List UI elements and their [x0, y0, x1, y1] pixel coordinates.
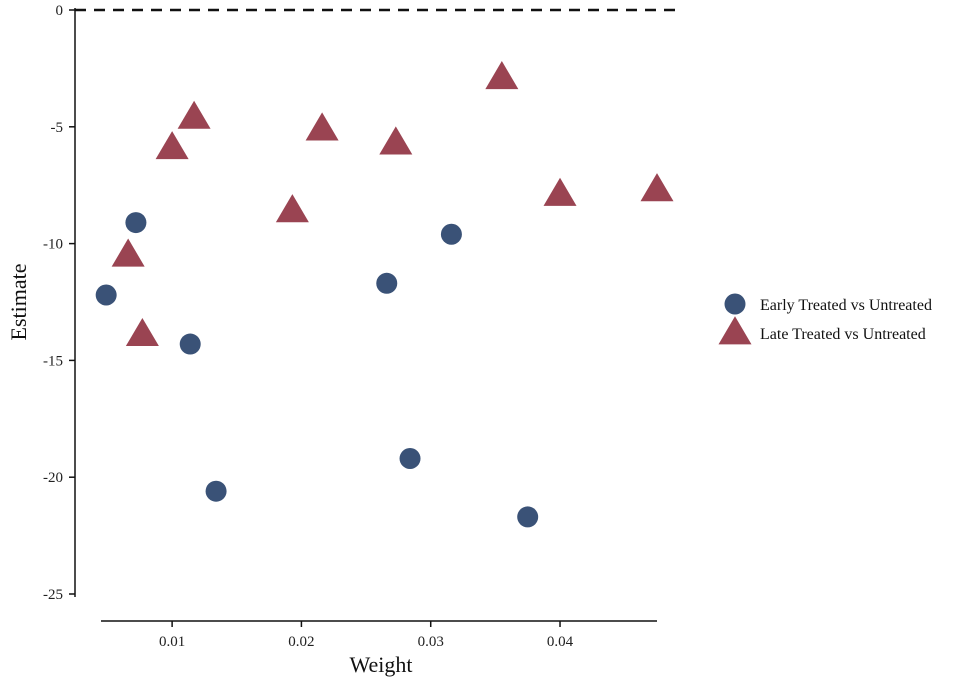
point-early-treated	[399, 448, 421, 470]
point-early-treated	[179, 333, 201, 355]
point-late-treated	[275, 194, 309, 223]
legend-key-late-treated	[718, 316, 752, 345]
point-late-treated	[155, 131, 189, 160]
data-points	[95, 61, 674, 528]
point-early-treated	[125, 212, 147, 234]
point-late-treated	[125, 317, 159, 347]
y-axis-title: Estimate	[6, 264, 31, 341]
point-late-treated	[485, 61, 519, 90]
point-early-treated	[517, 506, 539, 528]
point-late-treated	[305, 112, 339, 141]
y-tick-label: 0	[56, 3, 64, 19]
point-late-treated	[379, 126, 413, 155]
legend-label: Late Treated vs Untreated	[760, 326, 926, 343]
x-tick-label: 0.04	[547, 634, 574, 650]
x-tick-label: 0.02	[288, 634, 314, 650]
legend-label: Early Treated vs Untreated	[760, 297, 932, 314]
x-tick-label: 0.03	[418, 634, 444, 650]
y-ticks: 0 -5 -10 -15 -20 -25	[43, 3, 75, 603]
point-late-treated	[543, 177, 577, 206]
y-tick-label: -25	[43, 587, 63, 603]
y-tick-label: -20	[43, 470, 63, 486]
point-early-treated	[440, 223, 462, 245]
y-tick-label: -15	[43, 353, 63, 369]
point-early-treated	[95, 284, 117, 306]
x-tick-label: 0.01	[159, 634, 185, 650]
point-early-treated	[205, 480, 227, 502]
point-late-treated	[640, 173, 674, 202]
x-ticks: 0.01 0.02 0.03 0.04	[159, 621, 574, 650]
point-early-treated	[376, 272, 398, 294]
point-late-treated	[111, 238, 145, 267]
legend-key-early-treated	[724, 293, 746, 315]
x-axis-title: Weight	[350, 652, 413, 677]
legend: Early Treated vs Untreated Late Treated v…	[718, 293, 932, 345]
y-tick-label: -10	[43, 237, 63, 253]
y-tick-label: -5	[51, 120, 64, 136]
point-late-treated	[177, 100, 211, 129]
